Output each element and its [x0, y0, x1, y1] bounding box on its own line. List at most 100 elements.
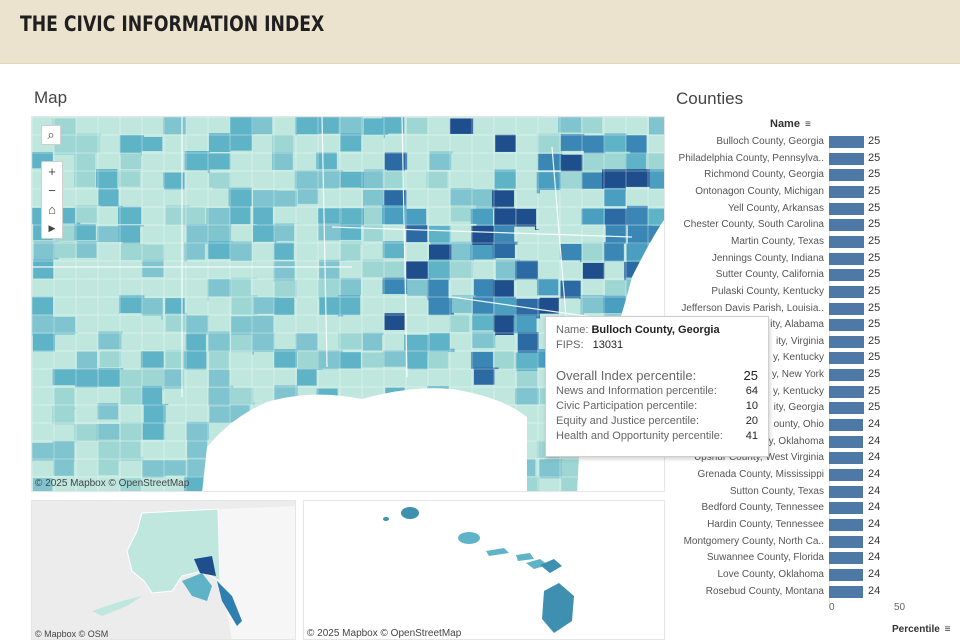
percentile-bar[interactable] — [829, 285, 865, 298]
county-name[interactable]: Sutter County, California — [715, 269, 824, 281]
percentile-bar[interactable] — [829, 185, 865, 198]
hawaii-canvas[interactable] — [304, 501, 665, 640]
alaska-attribution[interactable]: © Mapbox © OSM — [35, 629, 109, 639]
county-row[interactable]: Rosebud County, Montana 24 — [670, 584, 960, 600]
percentile-bar[interactable] — [829, 585, 863, 598]
county-row[interactable]: ity, Georgia 25 — [670, 400, 960, 416]
map-attribution[interactable]: © 2025 Mapbox © OpenStreetMap — [35, 478, 190, 489]
percentile-bar[interactable] — [829, 502, 863, 515]
name-column-header[interactable]: Name ≡ — [770, 118, 811, 130]
county-row[interactable]: Upshur County, West Virginia 24 — [670, 450, 960, 466]
percentile-axis-title[interactable]: Percentile ≡ — [892, 624, 950, 635]
county-row[interactable]: Philadelphia County, Pennsylva.. 25 — [670, 151, 960, 167]
percentile-bar[interactable] — [829, 335, 865, 348]
county-row[interactable]: Jennings County, Indiana 25 — [670, 251, 960, 267]
county-row[interactable]: y, Kentucky 25 — [670, 384, 960, 400]
county-name[interactable]: Rosebud County, Montana — [705, 585, 824, 597]
percentile-bar[interactable] — [829, 518, 863, 531]
county-name[interactable]: y, Oklahoma — [768, 435, 824, 447]
county-row[interactable]: ity, Alabama 25 — [670, 317, 960, 333]
county-row[interactable]: Sutton County, Texas 24 — [670, 484, 960, 500]
percentile-bar[interactable] — [829, 352, 865, 365]
county-row[interactable]: y, New York 25 — [670, 367, 960, 383]
percentile-bar[interactable] — [829, 202, 865, 215]
county-name[interactable]: Ontonagon County, Michigan — [695, 185, 824, 197]
county-name[interactable]: Sutton County, Texas — [729, 485, 824, 497]
county-name[interactable]: ounty, Ohio — [773, 419, 824, 431]
percentile-bar[interactable] — [829, 419, 863, 432]
hawaii-attribution[interactable]: © 2025 Mapbox © OpenStreetMap — [307, 628, 462, 639]
county-name[interactable]: Montgomery County, North Ca.. — [683, 535, 824, 547]
county-name[interactable]: Bulloch County, Georgia — [716, 136, 824, 147]
county-name[interactable]: ity, Alabama — [770, 319, 824, 331]
map-search-button[interactable]: ⌕ — [41, 125, 61, 145]
county-name[interactable]: Suwannee County, Florida — [706, 552, 824, 564]
play-button[interactable]: ▶ — [42, 219, 62, 238]
percentile-bar[interactable] — [829, 485, 863, 498]
zoom-out-button[interactable]: − — [42, 181, 62, 200]
county-name[interactable]: Richmond County, Georgia — [704, 169, 824, 181]
zoom-in-button[interactable]: + — [42, 162, 62, 181]
percentile-bar[interactable] — [829, 435, 863, 448]
county-row[interactable]: Ontonagon County, Michigan 25 — [670, 184, 960, 200]
county-row[interactable]: Richmond County, Georgia 25 — [670, 167, 960, 183]
county-name[interactable]: y, New York — [771, 369, 824, 381]
county-row[interactable]: Martin County, Texas 25 — [670, 234, 960, 250]
alaska-canvas[interactable] — [32, 501, 296, 640]
county-name[interactable]: Upshur County, West Virginia — [693, 452, 824, 464]
county-name[interactable]: Chester County, South Carolina — [683, 219, 824, 231]
county-row[interactable]: Suwannee County, Florida 24 — [670, 550, 960, 566]
county-name[interactable]: y, Kentucky — [773, 385, 824, 397]
county-name[interactable]: Jefferson Davis Parish, Louisia.. — [681, 302, 824, 314]
county-name[interactable]: Yell County, Arkansas — [727, 202, 824, 214]
percentile-bar[interactable] — [829, 319, 865, 332]
main-choropleth-map[interactable]: ⌕ + − ⌂ ▶ © 2025 Mapbox © OpenStreetMap — [31, 116, 665, 492]
county-row[interactable]: Bulloch County, Georgia 25 — [670, 134, 960, 150]
percentile-bar[interactable] — [829, 535, 863, 548]
percentile-bar[interactable] — [829, 402, 865, 415]
county-row[interactable]: Sutter County, California 25 — [670, 267, 960, 283]
county-name[interactable]: Bedford County, Tennessee — [701, 502, 825, 514]
county-row[interactable]: ounty, Ohio 24 — [670, 417, 960, 433]
county-name[interactable]: Hardin County, Tennessee — [707, 518, 824, 530]
percentile-bar[interactable] — [829, 219, 865, 232]
county-name[interactable]: ity, Georgia — [773, 402, 824, 414]
map-canvas[interactable] — [32, 117, 665, 492]
alaska-map[interactable]: © Mapbox © OSM — [31, 500, 296, 640]
home-button[interactable]: ⌂ — [42, 200, 62, 219]
sort-icon[interactable]: ≡ — [805, 119, 811, 130]
percentile-bar[interactable] — [829, 269, 865, 282]
percentile-bar[interactable] — [829, 169, 865, 182]
county-row[interactable]: Love County, Oklahoma 24 — [670, 567, 960, 583]
percentile-bar[interactable] — [829, 369, 865, 382]
percentile-bar[interactable] — [829, 385, 865, 398]
county-row[interactable]: y, Oklahoma 24 — [670, 434, 960, 450]
county-row[interactable]: Montgomery County, North Ca.. 24 — [670, 534, 960, 550]
county-name[interactable]: Philadelphia County, Pennsylva.. — [678, 152, 824, 164]
percentile-bar[interactable] — [829, 152, 865, 165]
county-row[interactable]: Grenada County, Mississippi 24 — [670, 467, 960, 483]
county-name[interactable]: Grenada County, Mississippi — [697, 469, 824, 480]
percentile-bar[interactable] — [829, 235, 865, 248]
county-row[interactable]: Jefferson Davis Parish, Louisia.. 25 — [670, 301, 960, 317]
county-name[interactable]: Martin County, Texas — [730, 235, 824, 247]
county-name[interactable]: Jennings County, Indiana — [711, 252, 824, 264]
county-row[interactable]: Yell County, Arkansas 25 — [670, 201, 960, 217]
sort-icon[interactable]: ≡ — [944, 624, 951, 635]
percentile-bar[interactable] — [829, 552, 863, 565]
county-name[interactable]: Pulaski County, Kentucky — [711, 285, 824, 297]
percentile-bar[interactable] — [829, 136, 865, 148]
percentile-bar[interactable] — [829, 452, 863, 465]
county-row[interactable]: ity, Virginia 25 — [670, 334, 960, 350]
county-name[interactable]: ity, Virginia — [776, 335, 824, 347]
county-row[interactable]: Pulaski County, Kentucky 25 — [670, 284, 960, 300]
county-name[interactable]: y, Kentucky — [773, 352, 824, 364]
county-row[interactable]: Bedford County, Tennessee 24 — [670, 500, 960, 516]
county-name[interactable]: Love County, Oklahoma — [717, 568, 824, 580]
county-row[interactable]: Hardin County, Tennessee 24 — [670, 517, 960, 533]
percentile-bar[interactable] — [829, 302, 865, 315]
percentile-bar[interactable] — [829, 568, 863, 581]
percentile-bar[interactable] — [829, 469, 863, 481]
hawaii-map[interactable]: © 2025 Mapbox © OpenStreetMap — [303, 500, 665, 640]
county-row[interactable]: y, Kentucky 25 — [670, 350, 960, 366]
